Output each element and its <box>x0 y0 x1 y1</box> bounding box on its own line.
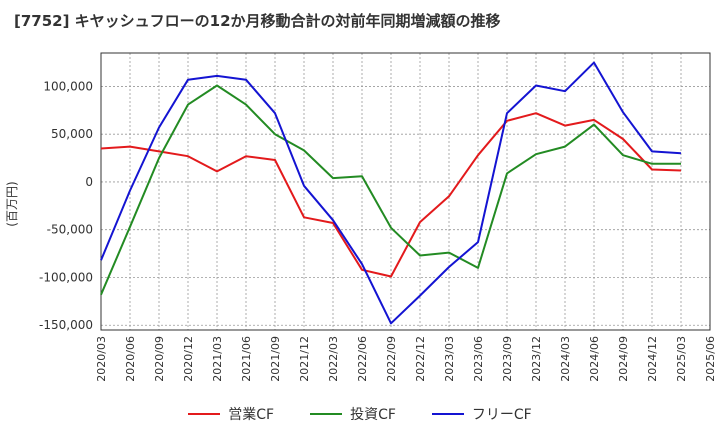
series-line <box>100 112 682 278</box>
x-tick-label: 2023/09 <box>501 336 514 382</box>
x-tick-label: 2021/03 <box>211 336 224 382</box>
x-tick-label: 2024/06 <box>588 336 601 382</box>
x-tick-label: 2023/06 <box>472 336 485 382</box>
x-tick-label: 2024/09 <box>617 336 630 382</box>
y-axis-label: (百万円) <box>5 181 19 226</box>
x-tick-label: 2020/09 <box>153 336 166 382</box>
x-tick-label: 2021/12 <box>298 336 311 382</box>
tick-labels: 100,00050,0000-50,000-100,000-150,000202… <box>39 79 717 381</box>
x-tick-label: 2024/03 <box>559 336 572 382</box>
legend-item: 営業CF <box>188 404 274 424</box>
y-tick-label: -50,000 <box>47 223 93 237</box>
legend: 営業CF 投資CF フリーCF <box>0 404 720 424</box>
x-tick-label: 2022/06 <box>356 336 369 382</box>
legend-swatch <box>431 413 464 415</box>
series-line <box>100 61 682 325</box>
x-tick-label: 2023/12 <box>530 336 543 382</box>
x-tick-label: 2022/12 <box>414 336 427 382</box>
legend-label: 投資CF <box>350 407 396 423</box>
y-tick-label: 50,000 <box>51 127 93 141</box>
legend-item: フリーCF <box>431 404 532 424</box>
legend-swatch <box>310 413 343 415</box>
y-tick-label: -100,000 <box>39 270 93 284</box>
x-tick-label: 2025/03 <box>675 336 688 382</box>
x-tick-label: 2025/06 <box>704 336 717 382</box>
y-tick-label: -150,000 <box>39 318 93 332</box>
x-tick-label: 2024/12 <box>646 336 659 382</box>
series-line <box>100 84 681 296</box>
legend-item: 投資CF <box>310 404 396 424</box>
y-tick-label: 0 <box>85 175 93 189</box>
series-lines <box>100 61 682 325</box>
x-tick-label: 2022/09 <box>385 336 398 382</box>
x-tick-label: 2020/06 <box>124 336 137 382</box>
x-tick-label: 2020/12 <box>182 336 195 382</box>
x-tick-label: 2023/03 <box>443 336 456 382</box>
x-tick-label: 2020/03 <box>95 336 108 382</box>
axes <box>100 52 711 331</box>
y-tick-label: 100,000 <box>43 79 93 93</box>
x-tick-label: 2021/06 <box>240 336 253 382</box>
legend-swatch <box>188 413 221 415</box>
plot-frame <box>100 52 711 331</box>
x-tick-label: 2021/09 <box>269 336 282 382</box>
chart-title: [7752] キヤッシュフローの12か月移動合計の対前年同期増減額の推移 <box>14 12 501 30</box>
legend-label: 営業CF <box>228 407 275 423</box>
x-tick-label: 2022/03 <box>327 336 340 382</box>
grid-lines <box>100 53 711 330</box>
legend-label: フリーCF <box>471 407 532 423</box>
